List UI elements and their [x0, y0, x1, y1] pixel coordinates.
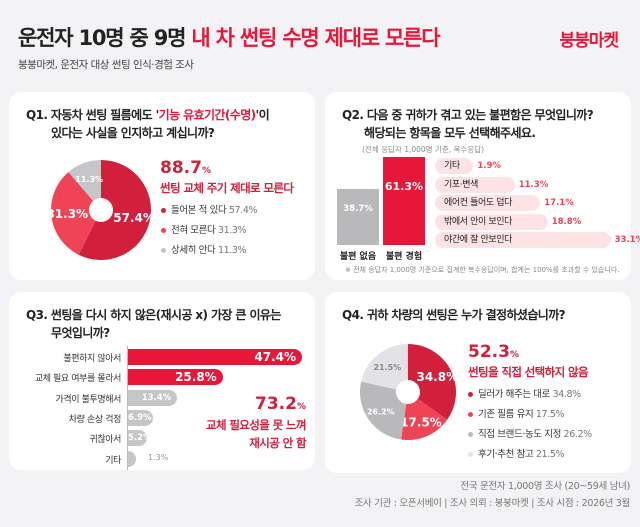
q2-item-pill: 기타 — [435, 158, 474, 174]
q2-item-pill: 밖에서 안이 보인다 — [435, 213, 548, 230]
q4-card: Q4. 귀하 차량의 썬팅은 누가 결정하셨습니까? 34.8% 17.5% 26.… — [325, 292, 631, 473]
legend-item: 후기·추천 참고 21.5% — [468, 446, 592, 460]
q2-item-value: 17.1% — [544, 198, 574, 208]
q3-bar — [128, 450, 136, 467]
legend-item: 전혀 모른다 31.3% — [161, 222, 257, 236]
donut-slice — [78, 160, 151, 260]
legend-label: 후기·추천 참고 — [478, 449, 534, 460]
q1-big-percent: 88.7% — [160, 158, 211, 178]
legend-value: 17.5% — [535, 409, 565, 420]
q4-big-percent: 52.3% — [468, 342, 519, 362]
donut-slice-label: 31.3% — [51, 207, 88, 221]
q3-headline: 교체 필요성을 못 느껴 재시공 안 함 — [205, 418, 307, 450]
q2-main-bar: 38.7% — [337, 189, 379, 245]
q2-main-label: 불편 없음 — [339, 252, 377, 262]
legend-label: 직접 브랜드·농도 지정 — [478, 429, 561, 440]
donut-slice — [408, 344, 456, 420]
q2-item-value: 1.9% — [477, 161, 501, 171]
legend-label: 기존 필름 유지 — [478, 409, 534, 420]
legend-label: 들어본 적 있다 — [171, 205, 227, 216]
donut-slice-label: 57.4% — [113, 211, 151, 225]
q3-question: Q3. 썬팅을 다시 하지 않은(재시공 x) 가장 큰 이유는 무엇입니까? — [26, 308, 281, 340]
legend-value: 26.2% — [563, 429, 593, 440]
donut-slice-label: 17.5% — [400, 415, 442, 429]
q3-big-percent: 73.2% — [255, 394, 306, 414]
q2-main-bar: 61.3% — [383, 157, 425, 245]
q4-question: Q4. 귀하 차량의 썬팅은 누가 결정하셨습니까? — [342, 308, 566, 322]
q3-bar: 13.4% — [128, 389, 178, 406]
q3-row-label: 귀찮아서 — [89, 435, 121, 446]
legend-dot-icon — [468, 452, 473, 457]
legend-label: 딜러가 해주는 대로 — [478, 389, 550, 400]
legend-value: 57.4% — [228, 205, 258, 216]
q3-bar-value: 1.3% — [148, 452, 169, 462]
legend-value: 21.5% — [535, 449, 565, 460]
legend-dot-icon — [468, 392, 473, 397]
donut-slice — [51, 172, 96, 255]
donut-slice-label: 34.8% — [416, 370, 456, 384]
legend-dot-icon — [161, 248, 166, 253]
legend-item: 들어본 적 있다 57.4% — [161, 202, 257, 216]
q3-bar: 5.2% — [128, 430, 152, 447]
q1-donut-chart: 57.4% 31.3% 11.3% — [51, 160, 151, 260]
legend-dot-icon — [161, 208, 166, 213]
q1-legend: 들어본 적 있다 57.4% 전혀 모른다 31.3% 상세히 안다 11.3% — [161, 202, 257, 262]
legend-item: 기존 필름 유지 17.5% — [468, 406, 592, 420]
donut-slice — [68, 160, 101, 201]
donut-slice — [401, 398, 448, 440]
legend-item: 직접 브랜드·농도 지정 26.2% — [468, 426, 592, 440]
q4-headline: 썬팅을 직접 선택하지 않음 — [468, 365, 589, 379]
q3-row-label: 불편하지 않아서 — [63, 354, 121, 364]
q3-row-label: 가격이 불투명해서 — [55, 394, 121, 405]
brand-logo: 붕붕마켓 — [559, 31, 619, 51]
q2-card: Q2. 다음 중 귀하가 겪고 있는 불편함은 무엇입니까? 해당되는 항목을 모… — [325, 92, 640, 280]
legend-dot-icon — [161, 228, 166, 233]
q2-item-pill: 야간에 잘 안보인다 — [435, 232, 611, 248]
legend-label: 상세히 안다 — [171, 245, 216, 256]
q2-item-pill: 기포·변색 — [435, 176, 515, 193]
q3-bar: 47.4% — [128, 349, 302, 365]
q2-question: Q2. 다음 중 귀하가 겪고 있는 불편함은 무엇입니까? 해당되는 항목을 모… — [342, 108, 594, 140]
donut-slice-label: 11.3% — [75, 175, 103, 184]
donut-slice — [360, 381, 407, 440]
q3-row-label: 교체 필요 여부를 몰라서 — [34, 374, 122, 385]
q1-card: Q1. 자동차 썬팅 필름에도 '기능 유효기간(수명)'이 있다는 사실을 인지… — [9, 92, 315, 280]
legend-label: 전혀 모른다 — [171, 225, 216, 236]
page-title: 운전자 10명 중 9명 내 차 썬팅 수명 제대로 모른다 — [18, 22, 441, 52]
title-black: 운전자 10명 중 9명 — [18, 26, 186, 50]
q2-item-value: 11.3% — [518, 179, 549, 190]
q2-item-pill: 에어컨 틀어도 덥다 — [435, 195, 541, 211]
legend-value: 34.8% — [552, 389, 582, 400]
legend-value: 31.3% — [217, 225, 247, 236]
footer-sample: 전국 운전자 1,000명 조사 (20~59세 남녀) — [460, 481, 630, 492]
legend-value: 11.3% — [217, 245, 247, 256]
q2-item-value: 33.1% — [614, 235, 640, 245]
donut-slice-label: 26.2% — [367, 408, 395, 417]
q2-item-value: 18.8% — [551, 216, 582, 227]
title-red: 내 차 썬팅 수명 제대로 모른다 — [191, 26, 440, 50]
donut-slice — [361, 344, 408, 390]
donut-slice-label: 21.5% — [373, 363, 401, 372]
q4-legend: 딜러가 해주는 대로 34.8% 기존 필름 유지 17.5% 직접 브랜드·농도 … — [468, 386, 592, 466]
legend-dot-icon — [468, 412, 473, 417]
q3-bar: 25.8% — [128, 369, 223, 386]
q3-bar: 6.9% — [128, 409, 154, 426]
q1-headline: 썬팅 교체 주기 제대로 모른다 — [160, 181, 294, 195]
q1-question: Q1. 자동차 썬팅 필름에도 '기능 유효기간(수명)'이 있다는 사실을 인지… — [26, 108, 270, 140]
footer-credits: 조사 기관 : 오픈서베이 | 조사 의뢰 : 붕붕마켓 | 조사 시점 : 2… — [354, 498, 631, 509]
q3-axis-line — [127, 346, 128, 470]
q2-footnote: ※ 전체 응답자 1,000명 기준으로 집계한 복수응답이며, 합계는 100… — [345, 266, 620, 274]
q2-basis: (전체 응답자 1,000명 기준, 복수응답) — [362, 145, 485, 154]
subtitle: 붕붕마켓, 운전자 대상 썬팅 인식·경험 조사 — [18, 59, 194, 71]
q2-main-label: 불편 경험 — [385, 252, 423, 262]
legend-item: 딜러가 해주는 대로 34.8% — [468, 386, 592, 400]
q3-card: Q3. 썬팅을 다시 하지 않은(재시공 x) 가장 큰 이유는 무엇입니까? 불… — [9, 292, 315, 470]
q4-donut-chart: 34.8% 17.5% 26.2% 21.5% — [360, 344, 456, 440]
q3-row-label: 차량 손상 걱정 — [68, 414, 122, 425]
legend-item: 상세히 안다 11.3% — [161, 242, 257, 256]
legend-dot-icon — [468, 432, 473, 437]
q3-row-label: 기타 — [105, 455, 121, 466]
